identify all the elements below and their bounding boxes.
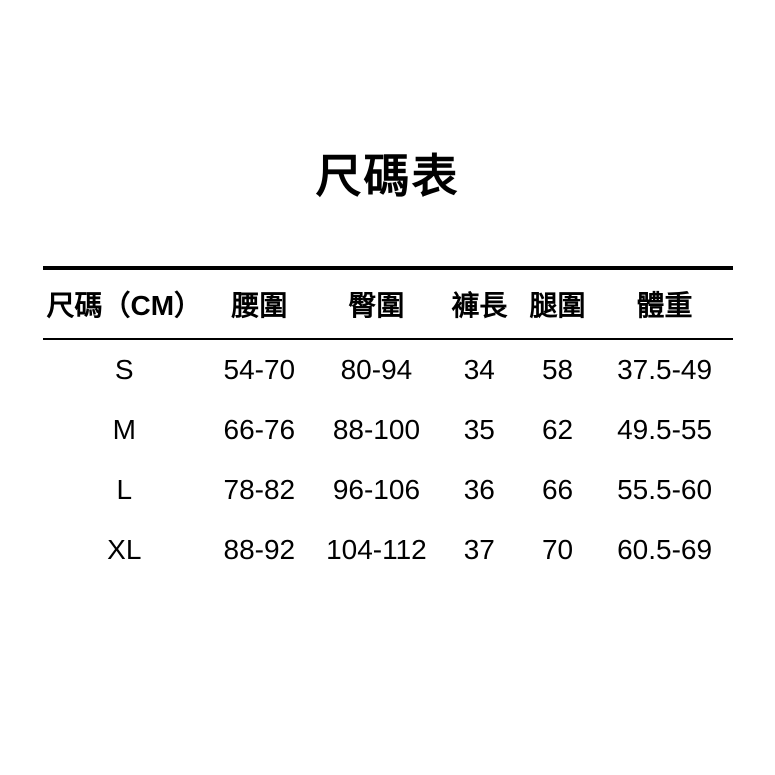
table-header-row: 尺碼（CM） 腰圍 臀圍 褲長 腿圍 體重 [43, 268, 733, 339]
cell-size: XL [43, 520, 207, 580]
cell-thigh: 58 [518, 339, 596, 400]
col-header-hip: 臀圍 [313, 268, 441, 339]
col-header-weight: 體重 [597, 268, 733, 339]
cell-waist: 54-70 [206, 339, 313, 400]
cell-length: 34 [440, 339, 518, 400]
col-header-waist: 腰圍 [206, 268, 313, 339]
col-header-length: 褲長 [440, 268, 518, 339]
cell-waist: 66-76 [206, 400, 313, 460]
col-header-size: 尺碼（CM） [43, 268, 207, 339]
cell-hip: 88-100 [313, 400, 441, 460]
cell-weight: 49.5-55 [597, 400, 733, 460]
table-row: M 66-76 88-100 35 62 49.5-55 [43, 400, 733, 460]
table-row: S 54-70 80-94 34 58 37.5-49 [43, 339, 733, 400]
cell-thigh: 70 [518, 520, 596, 580]
col-header-thigh: 腿圍 [518, 268, 596, 339]
cell-hip: 96-106 [313, 460, 441, 520]
cell-size: S [43, 339, 207, 400]
cell-size: L [43, 460, 207, 520]
cell-weight: 55.5-60 [597, 460, 733, 520]
cell-length: 36 [440, 460, 518, 520]
cell-thigh: 66 [518, 460, 596, 520]
cell-hip: 104-112 [313, 520, 441, 580]
cell-waist: 88-92 [206, 520, 313, 580]
page-title: 尺碼表 [316, 140, 460, 206]
cell-weight: 37.5-49 [597, 339, 733, 400]
size-table: 尺碼（CM） 腰圍 臀圍 褲長 腿圍 體重 S 54-70 80-94 34 5… [43, 266, 733, 580]
table-row: L 78-82 96-106 36 66 55.5-60 [43, 460, 733, 520]
table-row: XL 88-92 104-112 37 70 60.5-69 [43, 520, 733, 580]
cell-length: 35 [440, 400, 518, 460]
cell-size: M [43, 400, 207, 460]
cell-length: 37 [440, 520, 518, 580]
cell-weight: 60.5-69 [597, 520, 733, 580]
cell-waist: 78-82 [206, 460, 313, 520]
cell-hip: 80-94 [313, 339, 441, 400]
cell-thigh: 62 [518, 400, 596, 460]
